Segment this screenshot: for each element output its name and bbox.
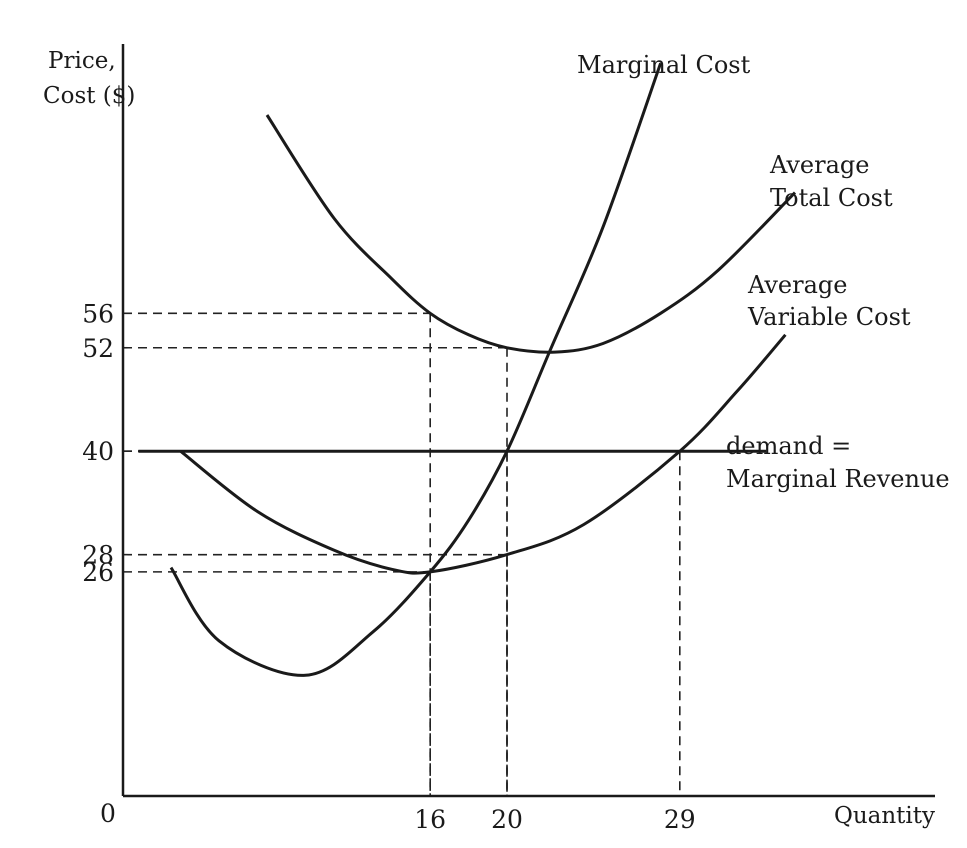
y-axis-title-line-1: Price, bbox=[48, 48, 116, 74]
x-tick-16: 16 bbox=[414, 805, 446, 834]
y-tick-28: 28 bbox=[82, 541, 114, 570]
y-tick-26: 26 bbox=[82, 558, 114, 587]
demand-label-line-2: Marginal Revenue bbox=[726, 465, 950, 493]
average-variable-cost-curve bbox=[179, 333, 787, 575]
y-axis-title-line-2: Cost ($) bbox=[43, 83, 135, 109]
x-tick-20: 20 bbox=[491, 805, 523, 834]
average-total-cost-curve bbox=[265, 114, 797, 354]
avc-label-line-1: Average bbox=[747, 271, 847, 299]
y-tick-40: 40 bbox=[82, 437, 114, 466]
avc-label-line-2: Variable Cost bbox=[747, 303, 911, 331]
atc-label-line-1: Average bbox=[769, 151, 869, 179]
atc-label-line-2: Total Cost bbox=[770, 184, 893, 212]
origin-label: 0 bbox=[100, 799, 116, 828]
x-tick-29: 29 bbox=[664, 805, 696, 834]
marginal-cost-label: Marginal Cost bbox=[577, 51, 751, 79]
marginal-cost-curve bbox=[169, 62, 663, 677]
y-tick-52: 52 bbox=[82, 334, 114, 363]
x-axis-title: Quantity bbox=[834, 803, 935, 829]
y-tick-56: 56 bbox=[82, 299, 114, 328]
demand-label-line-1: demand = bbox=[726, 432, 851, 460]
